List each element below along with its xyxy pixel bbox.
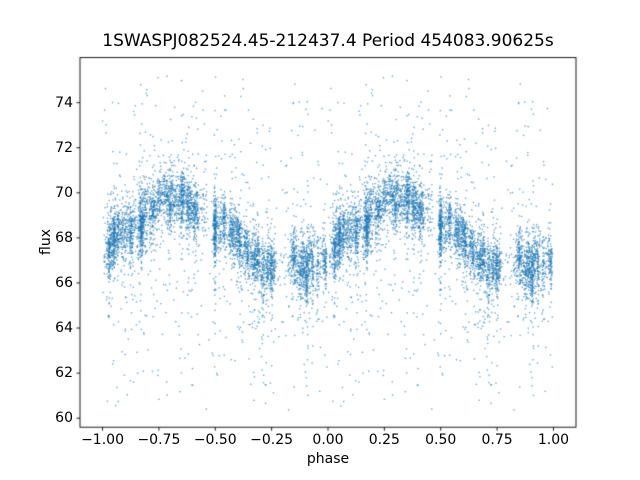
x-tick-label: 1.00 xyxy=(537,432,570,448)
y-tick-label: 74 xyxy=(55,94,73,111)
x-tick-label: 0.50 xyxy=(425,432,457,448)
x-tick-label: −1.00 xyxy=(81,432,124,448)
y-tick-label: 68 xyxy=(55,229,73,246)
chart-title: 1SWASPJ082524.45-212437.4 Period 454083.… xyxy=(102,31,554,51)
x-tick-label: 0.75 xyxy=(481,432,513,448)
x-tick-label: −0.50 xyxy=(193,432,237,448)
y-tick-label: 70 xyxy=(55,184,73,201)
x-tick-label: 0.00 xyxy=(312,432,344,448)
x-axis-label: phase xyxy=(306,451,350,467)
x-tick-label: −0.25 xyxy=(250,432,294,448)
y-tick-label: 60 xyxy=(55,410,73,427)
y-tick-label: 64 xyxy=(55,320,73,337)
y-axis-label: flux xyxy=(38,229,54,255)
y-tick-label: 62 xyxy=(55,365,73,382)
x-tick-label: −0.75 xyxy=(137,432,181,448)
x-tick-label: 0.25 xyxy=(368,432,400,448)
y-tick-label: 72 xyxy=(55,139,73,156)
y-tick-label: 66 xyxy=(55,274,73,291)
